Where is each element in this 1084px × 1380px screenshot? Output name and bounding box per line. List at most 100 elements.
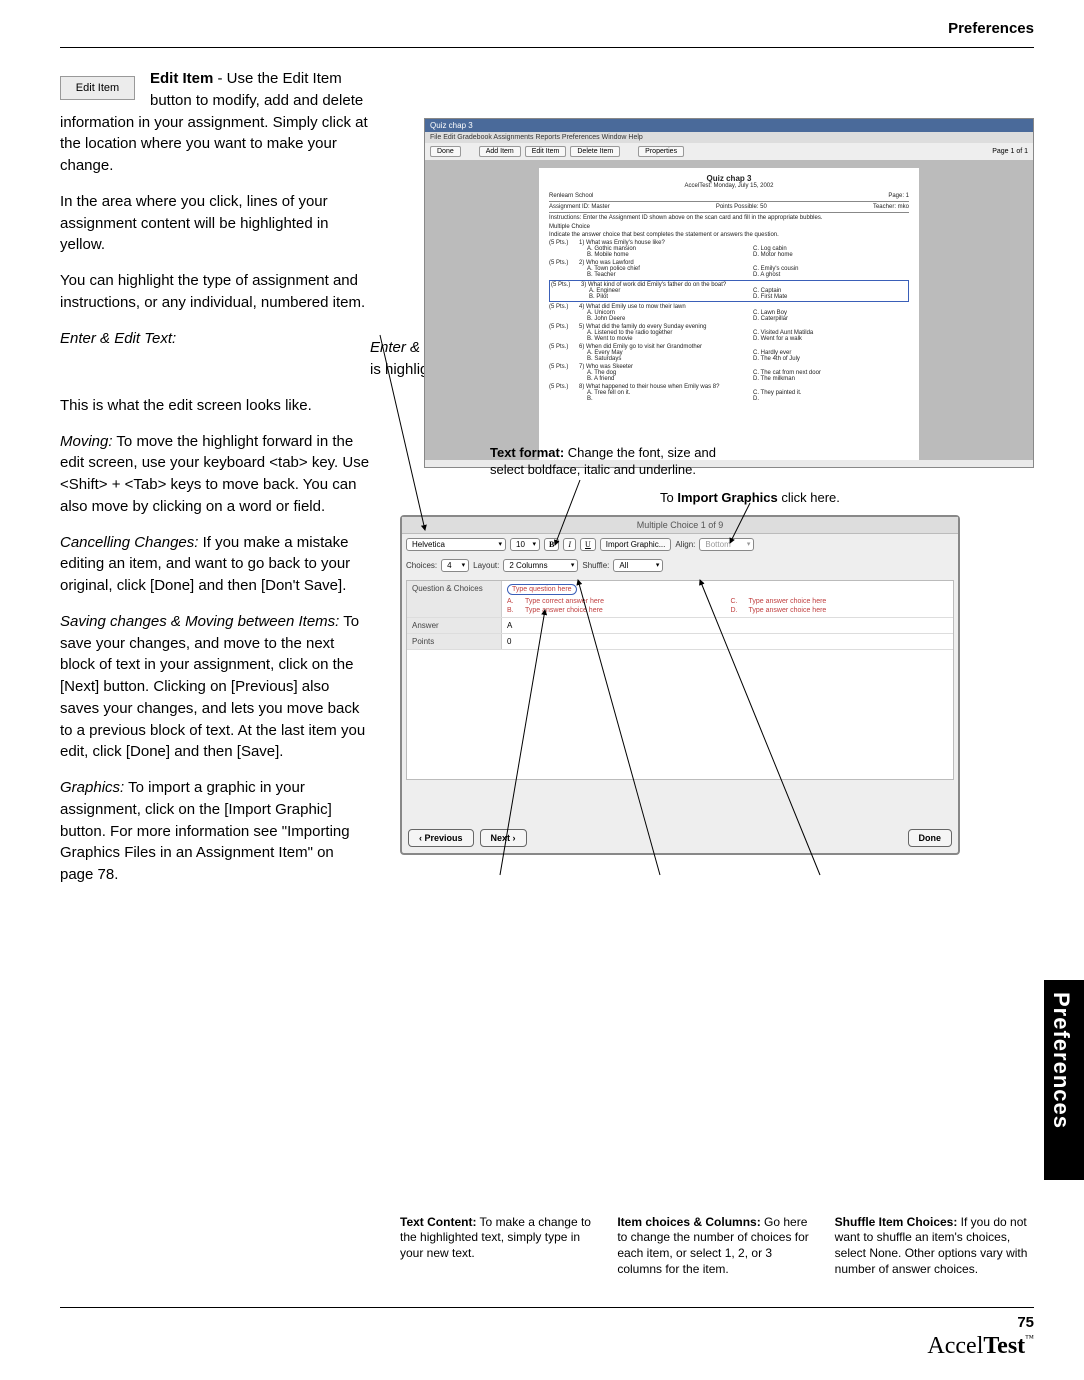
callout-text-content: Text Content: To make a change to the hi…	[400, 1215, 599, 1277]
intro-p8-ital: Saving changes & Moving between Items:	[60, 613, 339, 630]
intro-p9: Graphics: To import a graphic in your as…	[60, 777, 370, 886]
import-graphic-button[interactable]: Import Graphic...	[600, 538, 672, 551]
font-select[interactable]: Helvetica	[406, 538, 506, 551]
choices-label: Choices:	[406, 561, 437, 570]
callout2-bold: Item choices & Columns:	[617, 1215, 760, 1229]
opt-c-label: C.	[731, 598, 743, 605]
logo-tm: ™	[1025, 1333, 1034, 1343]
underline-button[interactable]: U	[580, 538, 596, 551]
page-number: 75	[1017, 1314, 1034, 1331]
intro-p5: This is what the edit screen looks like.	[60, 395, 370, 417]
intro-p2: In the area where you click, lines of yo…	[60, 191, 370, 256]
opt-c-input[interactable]: Type answer choice here	[749, 598, 949, 605]
callout3-bold: Shuffle Item Choices:	[835, 1215, 958, 1229]
ann-import-pre: To	[660, 490, 677, 505]
align-label: Align:	[675, 540, 695, 549]
annotation-text-format: Text format: Change the font, size and s…	[490, 445, 750, 479]
shot2-title: Multiple Choice 1 of 9	[402, 517, 958, 534]
edit-item-button-image: Edit Item	[60, 76, 135, 100]
intro-p6-ital: Moving:	[60, 433, 113, 450]
shot1-properties-button[interactable]: Properties	[638, 146, 684, 157]
shot1-question-list: (5 Pts.)1) What was Emily's house like?A…	[549, 240, 909, 402]
logo-part2: Test	[983, 1333, 1025, 1359]
row-answer-label: Answer	[407, 618, 502, 633]
intro-p9-ital: Graphics:	[60, 779, 124, 796]
shot1-quiz-title: Quiz chap 3	[549, 174, 909, 183]
shuffle-label: Shuffle:	[582, 561, 609, 570]
logo-part1: Accel	[927, 1333, 983, 1359]
shot1-toolbar: Done Add Item Edit Item Delete Item Prop…	[425, 143, 1033, 160]
previous-button[interactable]: ‹ Previous	[408, 829, 474, 847]
intro-p8: Saving changes & Moving between Items: T…	[60, 611, 370, 763]
page-footer: 75 AccelTest™	[60, 1307, 1034, 1360]
shot1-question-row: (5 Pts.)1) What was Emily's house like?A…	[549, 240, 909, 258]
shot1-teacher: Teacher: mko	[873, 204, 909, 210]
ann-import-post: click here.	[778, 490, 840, 505]
shuffle-select[interactable]: All	[613, 559, 663, 572]
shot1-hdr-page: Page: 1	[888, 193, 909, 199]
italic-button[interactable]: I	[563, 538, 576, 551]
opt-d-input[interactable]: Type answer choice here	[749, 607, 949, 614]
side-tab: Preferences	[1044, 980, 1084, 1180]
choices-select[interactable]: 4	[441, 559, 469, 572]
row-question-label: Question & Choices	[407, 581, 502, 617]
header-section: Preferences	[60, 20, 1034, 37]
intro-p7: Cancelling Changes: If you make a mistak…	[60, 532, 370, 597]
shot1-question-row: (5 Pts.)2) Who was LawfordA. Town police…	[549, 260, 909, 278]
layout-select[interactable]: 2 Columns	[503, 559, 578, 572]
intro-p4: Enter & Edit Text:	[60, 328, 370, 350]
intro-p3: You can highlight the type of assignment…	[60, 270, 370, 314]
ann-import-bold: Import Graphics	[677, 490, 777, 505]
row-points-label: Points	[407, 634, 502, 649]
ann-format-bold: Text format:	[490, 445, 564, 460]
shot1-question-row: (5 Pts.)7) Who was SkeeterA. The dogC. T…	[549, 364, 909, 382]
intro-p7-ital: Cancelling Changes:	[60, 534, 198, 551]
shot1-question-row: (5 Pts.)5) What did the family do every …	[549, 324, 909, 342]
shot1-add-item-button[interactable]: Add Item	[479, 146, 521, 157]
font-size-select[interactable]: 10	[510, 538, 540, 551]
row-points-value[interactable]: 0	[502, 634, 953, 649]
callout-shuffle: Shuffle Item Choices: If you do not want…	[835, 1215, 1034, 1277]
shot1-question-row: (5 Pts.)3) What kind of work did Emily's…	[549, 280, 909, 302]
opt-a-input[interactable]: Type correct answer here	[525, 598, 725, 605]
header-rule	[60, 47, 1034, 48]
shot1-done-button[interactable]: Done	[430, 146, 461, 157]
shot1-pager: Page 1 of 1	[992, 148, 1028, 155]
shot1-delete-item-button[interactable]: Delete Item	[570, 146, 620, 157]
question-text-input[interactable]: Type question here	[507, 584, 577, 595]
callout-item-choices: Item choices & Columns: Go here to chang…	[617, 1215, 816, 1277]
screenshot-edit-item-dialog: Multiple Choice 1 of 9 Helvetica 10 B I …	[400, 515, 960, 855]
opt-d-label: D.	[731, 607, 743, 614]
shot2-layout-bar: Choices: 4 Layout: 2 Columns Shuffle: Al…	[402, 555, 958, 576]
shot2-format-bar: Helvetica 10 B I U Import Graphic... Ali…	[402, 534, 958, 555]
shot1-menubar: File Edit Gradebook Assignments Reports …	[425, 132, 1033, 143]
side-tab-label: Preferences	[1048, 992, 1074, 1129]
done-button[interactable]: Done	[908, 829, 953, 847]
shot1-edit-item-button[interactable]: Edit Item	[525, 146, 567, 157]
row-answer-value[interactable]: A	[502, 618, 953, 633]
shot1-question-row: (5 Pts.)4) What did Emily use to mow the…	[549, 304, 909, 322]
shot1-mc-heading: Multiple Choice	[549, 224, 909, 230]
layout-label: Layout:	[473, 561, 499, 570]
shot1-assignment-id: Assignment ID: Master	[549, 204, 610, 210]
intro-p6: Moving: To move the highlight forward in…	[60, 431, 370, 518]
acceltest-logo: AccelTest™	[927, 1333, 1034, 1360]
shot1-titlebar: Quiz chap 3	[425, 119, 1033, 132]
callout1-bold: Text Content:	[400, 1215, 476, 1229]
shot1-quiz-sub: AccelTest: Monday, July 15, 2002	[549, 183, 909, 189]
opt-a-label: A.	[507, 598, 519, 605]
next-button[interactable]: Next ›	[480, 829, 527, 847]
opt-b-label: B.	[507, 607, 519, 614]
shot2-footer: ‹ Previous Next › Done	[408, 829, 952, 847]
shot2-item-list: Question & Choices Type question here A.…	[406, 580, 954, 780]
opt-b-input[interactable]: Type answer choice here	[525, 607, 725, 614]
align-select[interactable]: Bottom	[699, 538, 754, 551]
shot1-instructions: Instructions: Enter the Assignment ID sh…	[549, 215, 909, 221]
edit-item-lead: Edit Item	[150, 70, 213, 87]
shot1-mc-sub: Indicate the answer choice that best com…	[549, 232, 909, 238]
intro-p4-ital: Enter & Edit Text:	[60, 330, 176, 347]
shot1-school: Renlearn School	[549, 193, 593, 199]
annotation-import-graphics: To Import Graphics click here.	[660, 490, 910, 507]
bold-button[interactable]: B	[544, 538, 559, 551]
shot1-points-possible: Points Possible: 50	[716, 204, 767, 210]
